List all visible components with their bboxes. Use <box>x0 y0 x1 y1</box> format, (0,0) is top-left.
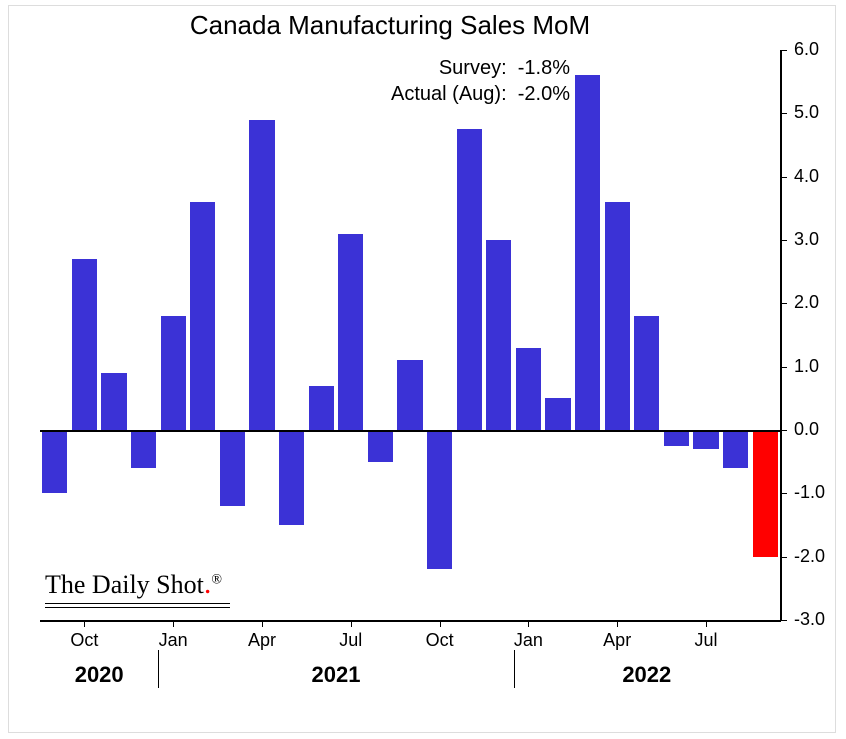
bar <box>279 430 304 525</box>
bar <box>42 430 67 493</box>
bar <box>338 234 363 430</box>
xtick-mark <box>706 620 707 627</box>
watermark-underline <box>45 603 230 604</box>
watermark: The Daily Shot.® <box>45 570 222 600</box>
ytick-label: 3.0 <box>794 229 819 250</box>
baseline <box>40 430 780 432</box>
chart-container: Canada Manufacturing Sales MoM Survey: -… <box>0 0 846 739</box>
bar <box>753 430 778 557</box>
ytick-mark <box>781 557 787 558</box>
bar <box>516 348 541 430</box>
chart-title: Canada Manufacturing Sales MoM <box>0 10 780 41</box>
ytick-mark <box>781 240 787 241</box>
xtick-label: Jul <box>339 630 362 651</box>
year-separator <box>514 650 515 688</box>
bar <box>397 360 422 430</box>
ytick-mark <box>781 50 787 51</box>
bar <box>575 75 600 430</box>
year-label: 2020 <box>75 662 124 688</box>
bar <box>634 316 659 430</box>
ytick-label: 6.0 <box>794 39 819 60</box>
xtick-mark <box>440 620 441 627</box>
ytick-label: 0.0 <box>794 419 819 440</box>
xtick-mark <box>173 620 174 627</box>
xtick-label: Apr <box>248 630 276 651</box>
watermark-underline2 <box>45 607 230 608</box>
ytick-label: -3.0 <box>794 609 825 630</box>
bar <box>664 430 689 446</box>
xtick-mark <box>84 620 85 627</box>
bar <box>605 202 630 430</box>
bar <box>309 386 334 430</box>
xtick-label: Jul <box>694 630 717 651</box>
bar <box>131 430 156 468</box>
ytick-mark <box>781 303 787 304</box>
bar <box>545 398 570 430</box>
bar <box>190 202 215 430</box>
xtick-mark <box>528 620 529 627</box>
ytick-label: 1.0 <box>794 356 819 377</box>
x-axis-bottom <box>40 620 781 622</box>
ytick-label: -1.0 <box>794 482 825 503</box>
ytick-label: 5.0 <box>794 102 819 123</box>
bar <box>457 129 482 430</box>
year-separator <box>158 650 159 688</box>
watermark-reg: ® <box>211 572 222 587</box>
bar <box>249 120 274 430</box>
xtick-label: Jan <box>514 630 543 651</box>
xtick-label: Apr <box>603 630 631 651</box>
plot-area: -3.0-2.0-1.00.01.02.03.04.05.06.0OctJanA… <box>40 50 780 620</box>
bar <box>101 373 126 430</box>
bar <box>693 430 718 449</box>
bar <box>72 259 97 430</box>
xtick-mark <box>262 620 263 627</box>
ytick-mark <box>781 620 787 621</box>
bar <box>486 240 511 430</box>
year-label: 2021 <box>312 662 361 688</box>
xtick-label: Jan <box>159 630 188 651</box>
ytick-mark <box>781 177 787 178</box>
ytick-label: 4.0 <box>794 166 819 187</box>
bar <box>161 316 186 430</box>
bar <box>723 430 748 468</box>
year-label: 2022 <box>622 662 671 688</box>
ytick-label: -2.0 <box>794 546 825 567</box>
ytick-mark <box>781 430 787 431</box>
bar <box>427 430 452 569</box>
bar <box>220 430 245 506</box>
y-axis-right <box>780 50 782 620</box>
ytick-mark <box>781 367 787 368</box>
ytick-mark <box>781 113 787 114</box>
ytick-label: 2.0 <box>794 292 819 313</box>
xtick-label: Oct <box>70 630 98 651</box>
bar <box>368 430 393 462</box>
watermark-text: The Daily Shot <box>45 570 204 599</box>
xtick-mark <box>351 620 352 627</box>
xtick-mark <box>617 620 618 627</box>
xtick-label: Oct <box>426 630 454 651</box>
ytick-mark <box>781 493 787 494</box>
